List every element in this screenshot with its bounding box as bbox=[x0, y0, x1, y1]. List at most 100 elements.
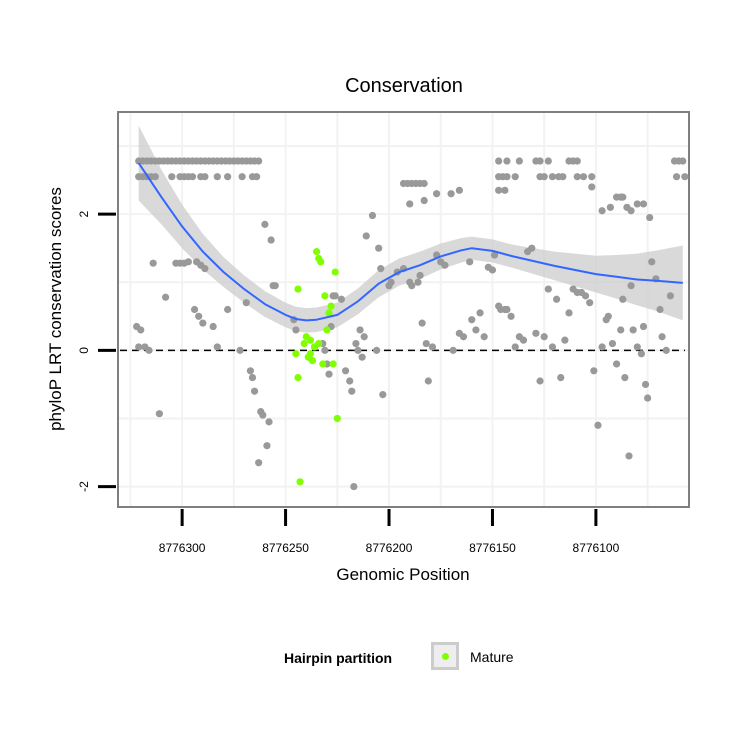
other-point bbox=[536, 157, 544, 165]
other-point bbox=[350, 482, 358, 491]
mature-point bbox=[315, 339, 323, 348]
other-point bbox=[209, 322, 217, 331]
other-point bbox=[672, 173, 681, 181]
other-point bbox=[213, 173, 221, 181]
other-point bbox=[627, 207, 635, 215]
plot-panel bbox=[117, 111, 690, 508]
other-point bbox=[608, 339, 617, 348]
other-point bbox=[325, 370, 333, 378]
mature-point bbox=[321, 292, 329, 300]
other-point bbox=[248, 374, 257, 382]
other-point bbox=[459, 333, 468, 341]
other-point bbox=[377, 265, 385, 273]
other-point bbox=[151, 173, 159, 181]
other-point bbox=[681, 173, 689, 181]
other-point bbox=[468, 316, 476, 324]
other-point bbox=[433, 190, 441, 198]
other-point bbox=[621, 374, 629, 382]
other-point bbox=[648, 258, 656, 266]
other-point bbox=[540, 173, 548, 181]
other-point bbox=[656, 305, 664, 314]
other-point bbox=[341, 367, 350, 375]
mature-point bbox=[333, 414, 341, 423]
other-point bbox=[184, 258, 192, 266]
other-point bbox=[331, 292, 339, 300]
mature-point bbox=[292, 350, 300, 358]
legend: Hairpin partition Mature bbox=[0, 640, 750, 680]
other-point bbox=[552, 295, 561, 303]
other-point bbox=[658, 333, 666, 341]
x-tick-label: 8776150 bbox=[469, 541, 516, 555]
other-point bbox=[337, 295, 346, 303]
other-point bbox=[641, 380, 650, 389]
mature-point bbox=[313, 248, 321, 256]
other-point bbox=[612, 360, 621, 368]
other-point bbox=[511, 343, 519, 351]
other-point bbox=[267, 236, 275, 244]
other-point bbox=[238, 173, 246, 181]
other-point bbox=[449, 346, 457, 354]
mature-point bbox=[308, 356, 317, 365]
other-point bbox=[565, 309, 573, 317]
other-point bbox=[447, 190, 455, 198]
mature-point bbox=[294, 374, 302, 382]
other-point bbox=[441, 261, 449, 269]
axes: 8776300 8776250 8776200 8776150 8776100 -2 0 2 bbox=[77, 210, 620, 555]
mature-point bbox=[325, 309, 333, 317]
x-tick-label: 8776300 bbox=[159, 541, 206, 555]
other-point bbox=[190, 305, 199, 314]
other-point bbox=[149, 259, 157, 267]
y-tick-label: 0 bbox=[77, 347, 91, 354]
mature-point bbox=[300, 339, 308, 348]
other-point bbox=[646, 213, 654, 222]
other-point bbox=[606, 203, 614, 211]
other-point bbox=[145, 346, 153, 354]
other-point bbox=[495, 186, 503, 194]
other-point bbox=[501, 186, 509, 194]
other-point bbox=[573, 173, 581, 181]
other-point bbox=[662, 346, 670, 354]
other-point bbox=[418, 319, 426, 327]
other-point bbox=[354, 346, 362, 354]
other-point bbox=[265, 418, 273, 426]
other-point bbox=[199, 319, 207, 327]
x-axis-title: Genomic Position bbox=[336, 565, 469, 584]
other-point bbox=[528, 244, 536, 252]
other-point bbox=[379, 391, 387, 399]
other-point bbox=[155, 410, 163, 418]
other-point bbox=[633, 200, 641, 208]
other-point bbox=[362, 232, 370, 240]
other-point bbox=[644, 394, 652, 402]
other-point bbox=[375, 244, 383, 252]
other-point bbox=[503, 157, 511, 165]
other-point bbox=[250, 387, 259, 395]
other-point bbox=[253, 173, 261, 181]
other-point bbox=[416, 271, 424, 280]
other-point bbox=[559, 173, 567, 181]
other-point bbox=[476, 309, 484, 317]
other-point bbox=[422, 339, 430, 348]
mature-point bbox=[296, 478, 304, 486]
other-point bbox=[495, 157, 503, 165]
other-point bbox=[255, 459, 263, 467]
other-point bbox=[488, 266, 497, 274]
other-point bbox=[271, 282, 279, 290]
other-point bbox=[195, 312, 203, 320]
other-point bbox=[135, 343, 143, 351]
other-point bbox=[679, 157, 687, 165]
other-point bbox=[292, 326, 300, 334]
other-point bbox=[137, 326, 145, 334]
other-point bbox=[246, 367, 255, 375]
legend-key-mature bbox=[431, 642, 459, 670]
other-point bbox=[263, 442, 271, 450]
other-point bbox=[604, 312, 612, 320]
smooth-line-layer bbox=[137, 162, 683, 322]
other-point bbox=[586, 299, 594, 307]
mature-point bbox=[306, 350, 315, 358]
other-point bbox=[321, 346, 329, 354]
legend-title: Hairpin partition bbox=[284, 650, 393, 666]
other-point bbox=[490, 251, 499, 259]
other-point bbox=[408, 282, 416, 290]
mature-point bbox=[331, 268, 339, 276]
other-point bbox=[414, 278, 422, 286]
